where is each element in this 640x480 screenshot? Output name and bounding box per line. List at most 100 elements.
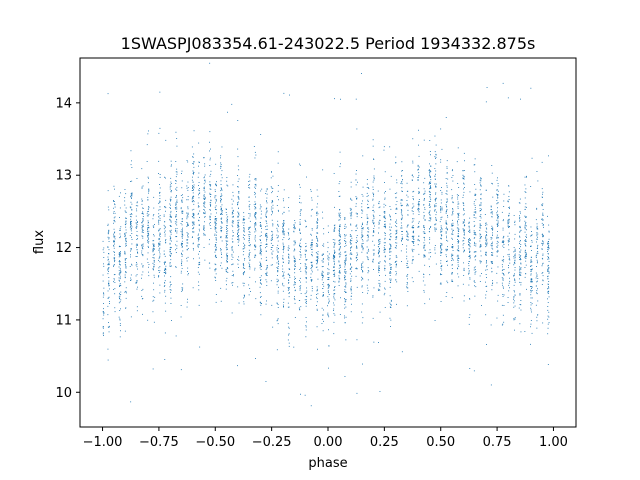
data-point (198, 281, 199, 283)
data-point (401, 219, 402, 221)
data-point (520, 246, 521, 248)
data-point (107, 190, 109, 192)
data-point (451, 170, 453, 172)
data-point (328, 298, 330, 300)
data-point (468, 273, 470, 274)
data-point (530, 260, 532, 262)
data-point (372, 231, 374, 233)
data-point (244, 244, 246, 246)
data-point (232, 216, 234, 218)
data-point (451, 246, 453, 248)
data-point (113, 259, 115, 261)
data-point (299, 245, 300, 247)
data-point (306, 301, 307, 302)
data-point (439, 221, 441, 223)
data-point (457, 235, 459, 237)
data-point (435, 156, 437, 158)
data-point (350, 242, 351, 244)
chart-title: 1SWASPJ083354.61-243022.5 Period 1934332… (121, 34, 536, 53)
data-point (378, 239, 379, 241)
data-point (372, 317, 374, 319)
data-point (323, 275, 324, 277)
data-point (503, 244, 505, 245)
data-point (451, 272, 453, 273)
data-point (231, 259, 233, 260)
data-point (328, 290, 329, 292)
data-point (486, 242, 488, 244)
data-point (119, 278, 121, 280)
data-point (440, 237, 442, 239)
data-point (366, 187, 368, 188)
data-point (524, 227, 526, 229)
data-point (345, 339, 347, 341)
data-point (463, 231, 465, 233)
data-point (277, 323, 279, 325)
data-point (491, 284, 493, 286)
data-point (300, 251, 301, 253)
data-point (322, 276, 324, 278)
data-point (473, 230, 475, 232)
data-point (547, 276, 548, 278)
data-point (537, 288, 538, 290)
data-point (519, 230, 521, 232)
data-point (441, 187, 442, 188)
data-point (182, 283, 184, 285)
data-point (220, 196, 222, 197)
data-point (282, 223, 284, 225)
data-point (170, 225, 171, 227)
data-point (334, 253, 335, 254)
data-point (412, 232, 414, 234)
data-point (418, 235, 420, 237)
data-point (255, 183, 257, 185)
data-point (220, 193, 222, 195)
data-point (232, 282, 234, 283)
data-point (148, 207, 150, 209)
data-point (294, 264, 295, 266)
data-point (237, 365, 238, 367)
data-point (119, 261, 121, 263)
data-point (362, 317, 364, 319)
data-point (305, 251, 307, 252)
data-point (418, 176, 419, 178)
data-point (119, 301, 121, 303)
data-point (468, 225, 470, 227)
data-point (429, 217, 431, 219)
data-point (294, 222, 296, 224)
data-point (434, 224, 436, 226)
data-point (175, 216, 177, 218)
data-point (192, 190, 194, 191)
data-point (119, 325, 121, 326)
data-point (480, 246, 481, 248)
data-point (108, 264, 110, 266)
data-point (283, 237, 285, 238)
data-point (519, 251, 521, 252)
data-point (430, 171, 432, 173)
data-point (542, 219, 544, 221)
data-point (243, 216, 245, 218)
data-point (481, 236, 482, 237)
data-point (191, 209, 193, 211)
data-point (406, 286, 408, 288)
data-point (480, 204, 482, 206)
data-point (344, 246, 346, 247)
data-point (384, 234, 386, 236)
data-point (119, 217, 120, 218)
data-point (452, 208, 453, 209)
data-point (118, 270, 120, 272)
data-point (407, 240, 409, 241)
data-point (378, 252, 379, 253)
data-point (204, 163, 206, 165)
data-point (548, 272, 550, 274)
data-point (490, 244, 492, 246)
data-point (322, 274, 324, 276)
data-point (328, 302, 330, 304)
data-point (548, 258, 550, 260)
data-point (530, 245, 532, 247)
data-point (344, 289, 346, 291)
data-point (169, 235, 171, 237)
data-point (333, 294, 335, 296)
data-point (468, 240, 469, 242)
data-point (255, 207, 257, 209)
data-point (334, 227, 336, 229)
data-point (147, 222, 149, 224)
